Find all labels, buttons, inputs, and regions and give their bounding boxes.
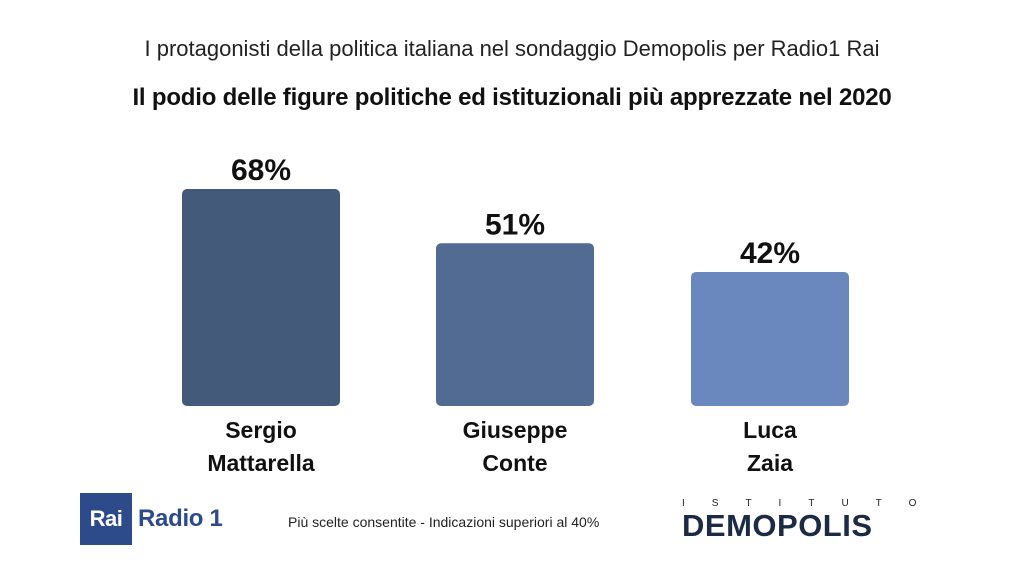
rai-logo-text: Radio 1 bbox=[138, 505, 223, 532]
category-label-mattarella: Sergio Mattarella bbox=[207, 417, 315, 476]
rai-radio1-logo: Rai Radio 1 bbox=[80, 493, 223, 545]
chart-title: Il podio delle figure politiche ed istit… bbox=[132, 84, 892, 111]
category-label-zaia: Luca Zaia bbox=[743, 417, 797, 476]
bar-value-label-2: 42% bbox=[740, 237, 800, 270]
bar-1 bbox=[436, 243, 594, 406]
demopolis-logo: ISTITUTO DEMOPOLIS bbox=[682, 498, 940, 542]
demopolis-logo-o: O bbox=[746, 508, 782, 543]
demopolis-logo-top: ISTITUTO bbox=[682, 498, 944, 509]
category-label-conte: Giuseppe Conte bbox=[462, 417, 568, 476]
bar-value-label-0: 68% bbox=[231, 154, 291, 187]
footnote: Più scelte consentite - Indicazioni supe… bbox=[288, 514, 600, 530]
bar-2 bbox=[691, 271, 849, 406]
rai-logo-box: Rai bbox=[80, 493, 132, 545]
bar-0 bbox=[182, 189, 340, 406]
bar-value-label-1: 51% bbox=[485, 208, 545, 241]
chart-subtitle: I protagonisti della politica italiana n… bbox=[144, 36, 880, 61]
demopolis-logo-main: DEMOPOLIS bbox=[682, 508, 873, 543]
bar-chart: 68% 51% 42% bbox=[182, 154, 849, 406]
